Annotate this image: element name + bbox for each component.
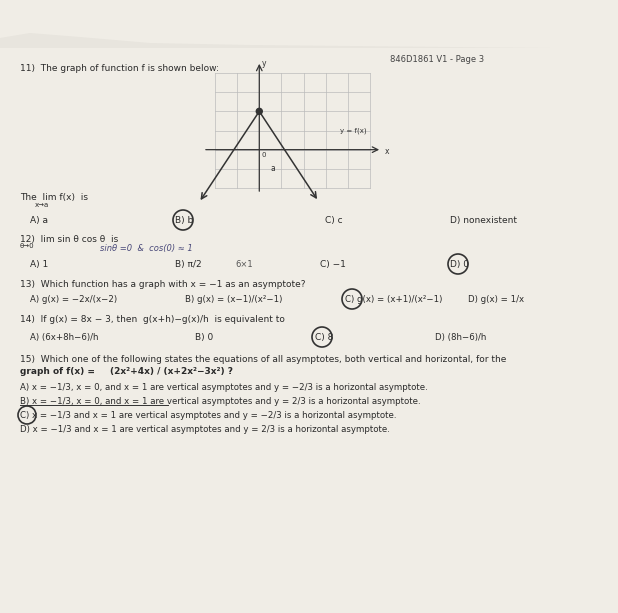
Text: B) π/2: B) π/2: [175, 260, 201, 269]
Text: 6×1: 6×1: [235, 260, 253, 269]
Text: The  lim f(x)  is: The lim f(x) is: [20, 193, 88, 202]
Text: y: y: [261, 59, 266, 68]
Text: B) g(x) = (x−1)/(x²−1): B) g(x) = (x−1)/(x²−1): [185, 295, 282, 304]
Text: y = f(x): y = f(x): [340, 128, 366, 134]
Text: A) x = −1/3, x = 0, and x = 1 are vertical asymptotes and y = −2/3 is a horizont: A) x = −1/3, x = 0, and x = 1 are vertic…: [20, 383, 428, 392]
Text: A) 1: A) 1: [30, 260, 48, 269]
Text: 11)  The graph of function f is shown below:: 11) The graph of function f is shown bel…: [20, 64, 219, 73]
Text: A) g(x) = −2x/(x−2): A) g(x) = −2x/(x−2): [30, 295, 117, 304]
Text: a: a: [270, 164, 275, 173]
Text: θ→0: θ→0: [20, 243, 35, 249]
Text: (2x²+4x) / (x+2x²−3x²) ?: (2x²+4x) / (x+2x²−3x²) ?: [110, 367, 233, 376]
Text: D) nonexistent: D) nonexistent: [450, 216, 517, 225]
Text: 15)  Which one of the following states the equations of all asymptotes, both ver: 15) Which one of the following states th…: [20, 355, 506, 364]
Text: 846D1861 V1 - Page 3: 846D1861 V1 - Page 3: [390, 55, 484, 64]
Text: graph of f(x) =: graph of f(x) =: [20, 367, 95, 376]
Text: 13)  Which function has a graph with x = −1 as an asymptote?: 13) Which function has a graph with x = …: [20, 280, 305, 289]
Text: 12)  lim sin θ cos θ  is: 12) lim sin θ cos θ is: [20, 235, 118, 244]
Text: C) 8: C) 8: [315, 333, 333, 342]
Text: C) x = −1/3 and x = 1 are vertical asymptotes and y = −2/3 is a horizontal asymp: C) x = −1/3 and x = 1 are vertical asymp…: [20, 411, 397, 420]
Text: x: x: [385, 147, 389, 156]
Text: C) g(x) = (x+1)/(x²−1): C) g(x) = (x+1)/(x²−1): [345, 295, 442, 304]
Text: 14)  If g(x) = 8x − 3, then  g(x+h)−g(x)/h  is equivalent to: 14) If g(x) = 8x − 3, then g(x+h)−g(x)/h…: [20, 315, 285, 324]
Polygon shape: [0, 33, 618, 48]
Text: A) (6x+8h−6)/h: A) (6x+8h−6)/h: [30, 333, 98, 342]
Text: B) x = −1/3, x = 0, and x = 1 are vertical asymptotes and y = 2/3 is a horizonta: B) x = −1/3, x = 0, and x = 1 are vertic…: [20, 397, 421, 406]
FancyBboxPatch shape: [0, 48, 618, 613]
Text: A) a: A) a: [30, 216, 48, 225]
Text: C) c: C) c: [325, 216, 342, 225]
Text: D) g(x) = 1/x: D) g(x) = 1/x: [468, 295, 524, 304]
Text: x→a: x→a: [35, 202, 49, 208]
Circle shape: [256, 109, 262, 115]
Text: B) 0: B) 0: [195, 333, 213, 342]
Text: D) x = −1/3 and x = 1 are vertical asymptotes and y = 2/3 is a horizontal asympt: D) x = −1/3 and x = 1 are vertical asymp…: [20, 425, 390, 434]
Text: 0: 0: [261, 151, 266, 158]
Text: D) 0: D) 0: [450, 260, 469, 269]
Text: C) −1: C) −1: [320, 260, 346, 269]
Text: B) b: B) b: [175, 216, 193, 225]
Text: sinθ =0  &  cos(0) ≈ 1: sinθ =0 & cos(0) ≈ 1: [100, 244, 193, 253]
Text: D) (8h−6)/h: D) (8h−6)/h: [435, 333, 486, 342]
